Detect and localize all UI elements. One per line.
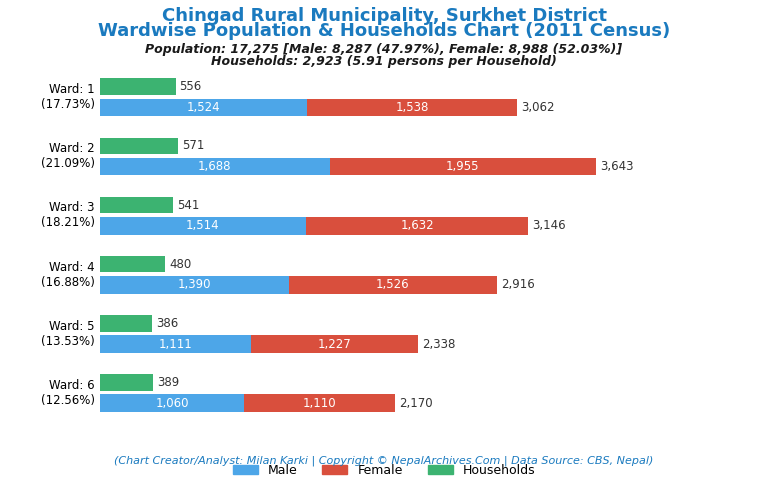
Text: 541: 541: [177, 199, 200, 211]
Bar: [100, 276, 289, 294]
Bar: [100, 78, 176, 95]
Bar: [100, 335, 251, 353]
Bar: [100, 256, 165, 273]
Text: 571: 571: [182, 140, 204, 152]
Text: 386: 386: [157, 317, 179, 330]
Text: (Chart Creator/Analyst: Milan Karki | Copyright © NepalArchives.Com | Data Sourc: (Chart Creator/Analyst: Milan Karki | Co…: [114, 456, 654, 466]
Bar: [100, 217, 306, 235]
Bar: [307, 99, 517, 116]
Bar: [100, 99, 307, 116]
Text: 1,227: 1,227: [318, 338, 352, 351]
Text: Chingad Rural Municipality, Surkhet District: Chingad Rural Municipality, Surkhet Dist…: [161, 7, 607, 26]
Bar: [100, 158, 329, 176]
Bar: [100, 197, 174, 213]
Text: 1,060: 1,060: [155, 397, 189, 410]
Text: 2,916: 2,916: [501, 279, 535, 291]
Text: 480: 480: [169, 258, 191, 271]
Text: 1,632: 1,632: [400, 219, 434, 232]
Bar: [329, 158, 596, 176]
Text: 1,524: 1,524: [187, 101, 220, 114]
Legend: Male, Female, Households: Male, Female, Households: [227, 459, 541, 482]
Text: 2,338: 2,338: [422, 338, 455, 351]
Text: 1,390: 1,390: [177, 279, 211, 291]
Text: Population: 17,275 [Male: 8,287 (47.97%), Female: 8,988 (52.03%)]: Population: 17,275 [Male: 8,287 (47.97%)…: [145, 43, 623, 56]
Text: Households: 2,923 (5.91 persons per Household): Households: 2,923 (5.91 persons per Hous…: [211, 55, 557, 68]
Text: 1,526: 1,526: [376, 279, 410, 291]
Text: 1,538: 1,538: [396, 101, 429, 114]
Text: 1,110: 1,110: [303, 397, 336, 410]
Bar: [100, 315, 152, 332]
Text: Wardwise Population & Households Chart (2011 Census): Wardwise Population & Households Chart (…: [98, 22, 670, 40]
Text: 3,062: 3,062: [521, 101, 554, 114]
Text: 1,111: 1,111: [159, 338, 192, 351]
Text: 3,643: 3,643: [600, 160, 634, 173]
Text: 2,170: 2,170: [399, 397, 433, 410]
Bar: [306, 217, 528, 235]
Bar: [100, 374, 153, 391]
Text: 556: 556: [180, 80, 202, 93]
Bar: [100, 138, 177, 154]
Bar: [244, 394, 396, 412]
Bar: [251, 335, 418, 353]
Text: 389: 389: [157, 376, 179, 389]
Text: 1,514: 1,514: [186, 219, 220, 232]
Text: 1,955: 1,955: [446, 160, 479, 173]
Bar: [289, 276, 497, 294]
Text: 3,146: 3,146: [532, 219, 566, 232]
Bar: [100, 394, 244, 412]
Text: 1,688: 1,688: [198, 160, 231, 173]
